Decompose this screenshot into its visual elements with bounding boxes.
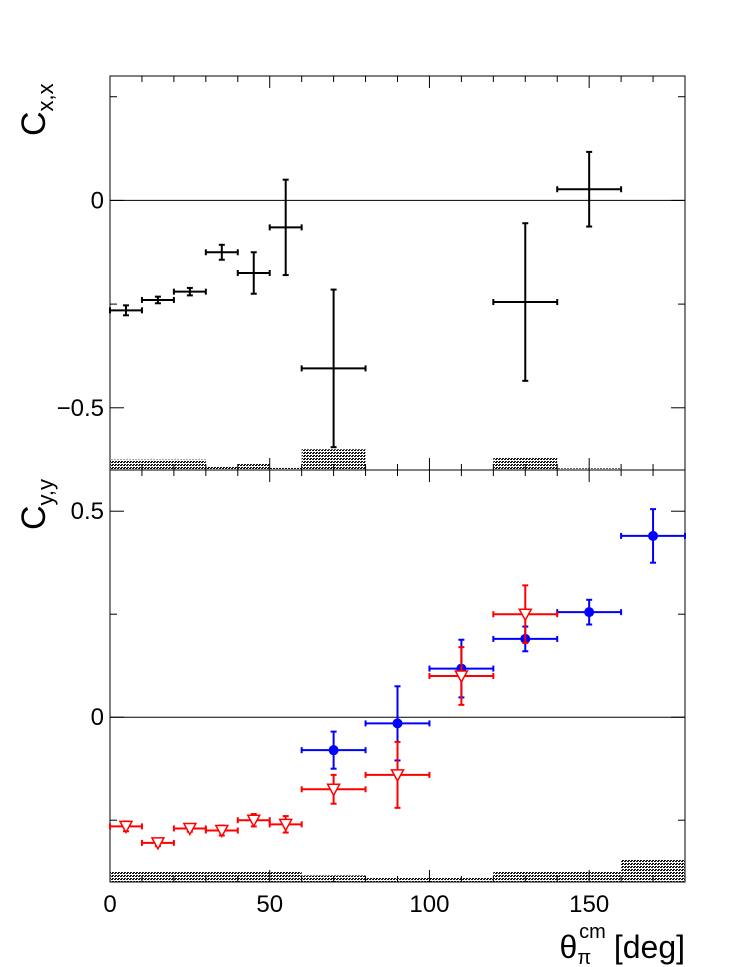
- data-point: [172, 822, 207, 837]
- x-axis-title: θπcm [deg]: [560, 921, 685, 967]
- marker-circle: [328, 745, 339, 756]
- marker-circle: [648, 530, 659, 541]
- data-point: [109, 820, 143, 834]
- bottom-panel: 0 0.5 0 50 100 150: [71, 469, 686, 918]
- marker-triangle: [182, 822, 198, 837]
- data-series: [109, 150, 623, 449]
- y-tick-label: 0.5: [71, 498, 104, 525]
- systematic-band: [301, 449, 366, 470]
- marker-triangle: [454, 670, 469, 684]
- y-tick-label: 0: [91, 187, 104, 214]
- marker-circle: [584, 607, 595, 618]
- marker-triangle: [246, 814, 262, 828]
- systematic-band: [110, 459, 206, 470]
- systematic-band: [493, 457, 558, 470]
- data-point: [364, 740, 431, 809]
- top-panel: −0.5 0: [57, 75, 686, 471]
- data-point: [109, 304, 143, 317]
- marker-triangle: [390, 769, 405, 783]
- systematic-band: [621, 859, 685, 882]
- data-point: [236, 251, 271, 295]
- marker-triangle: [518, 608, 533, 622]
- data-series: [109, 584, 559, 851]
- systematic-band: [269, 467, 302, 470]
- x-tick-label: 150: [569, 891, 609, 918]
- data-point: [172, 286, 207, 297]
- data-point: [268, 178, 303, 277]
- data-point: [140, 837, 175, 851]
- data-point: [556, 150, 623, 228]
- marker-triangle: [150, 837, 166, 851]
- y-axis-title: Cx,x: [15, 83, 58, 136]
- x-tick-label: 50: [256, 891, 283, 918]
- data-point: [204, 824, 239, 839]
- data-point: [556, 598, 623, 626]
- y-tick-label: 0: [91, 704, 104, 731]
- x-tick-label: 100: [409, 891, 449, 918]
- marker-circle: [392, 718, 403, 729]
- marker-triangle: [278, 818, 293, 832]
- marker-triangle: [118, 820, 134, 834]
- data-point: [492, 584, 559, 645]
- plot-frame: [109, 75, 686, 471]
- data-point: [268, 815, 303, 834]
- y-axis-title: Cy,y: [15, 479, 58, 530]
- systematic-band: [237, 463, 270, 470]
- y-tick-label: −0.5: [57, 395, 104, 422]
- marker-triangle: [326, 783, 341, 797]
- data-point: [300, 773, 367, 805]
- systematic-band: [205, 466, 238, 470]
- data-point: [204, 243, 239, 261]
- data-point: [140, 295, 175, 305]
- data-point: [428, 646, 495, 706]
- data-point: [300, 730, 367, 770]
- data-point: [620, 508, 686, 564]
- marker-triangle: [214, 824, 230, 839]
- data-series: [300, 508, 686, 770]
- plot-frame: [109, 469, 686, 883]
- data-point: [300, 288, 367, 449]
- data-point: [236, 813, 271, 828]
- x-tick-label: 0: [103, 891, 116, 918]
- axis-labels: Cx,x Cy,y θπcm [deg]: [15, 83, 685, 967]
- data-point: [492, 222, 559, 382]
